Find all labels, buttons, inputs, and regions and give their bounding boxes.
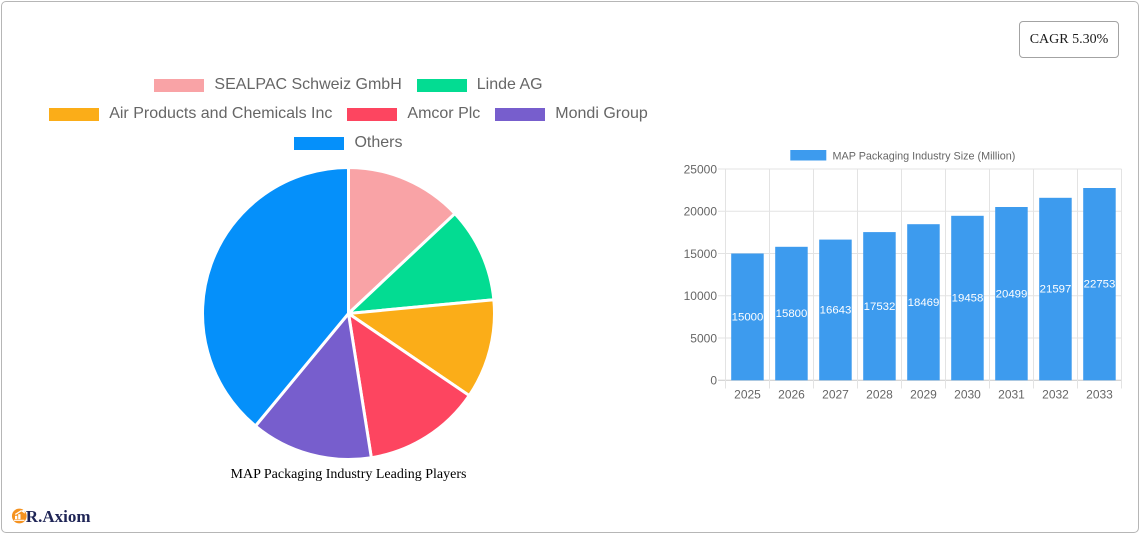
svg-text:2033: 2033 [1086,388,1113,402]
svg-text:16643: 16643 [820,305,852,317]
svg-text:19458: 19458 [952,293,984,305]
svg-text:2029: 2029 [910,388,937,402]
svg-text:2031: 2031 [998,388,1025,402]
svg-text:MAP Packaging Industry Size (M: MAP Packaging Industry Size (Million) [833,150,1016,162]
svg-text:15000: 15000 [684,247,718,261]
svg-text:2030: 2030 [954,388,981,402]
svg-text:17532: 17532 [864,301,896,313]
svg-text:15000: 15000 [732,312,764,324]
svg-text:20000: 20000 [684,205,718,219]
svg-text:20499: 20499 [996,288,1028,300]
svg-text:22753: 22753 [1084,279,1116,291]
svg-text:2025: 2025 [734,388,761,402]
svg-text:15800: 15800 [776,308,808,320]
svg-text:2026: 2026 [778,388,805,402]
svg-text:21597: 21597 [1040,284,1072,296]
svg-text:25000: 25000 [684,162,718,176]
svg-text:10000: 10000 [684,289,718,303]
svg-text:0: 0 [710,374,717,388]
svg-text:18469: 18469 [908,297,940,309]
svg-text:2032: 2032 [1042,388,1069,402]
svg-text:5000: 5000 [690,331,717,345]
svg-text:2027: 2027 [822,388,849,402]
svg-text:2028: 2028 [866,388,893,402]
